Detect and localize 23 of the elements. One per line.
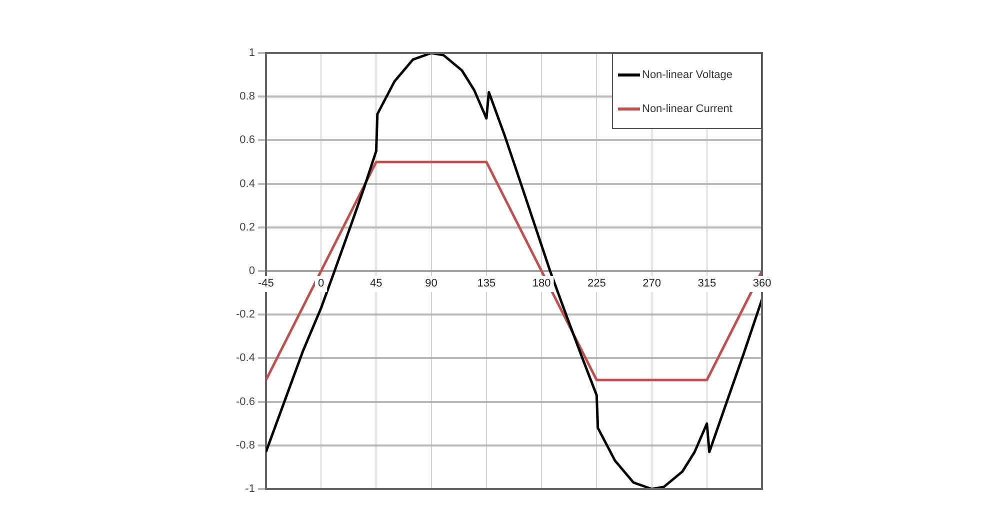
y-tick-label: -0.4 bbox=[236, 352, 255, 364]
y-tick-label: -0.2 bbox=[236, 308, 255, 321]
y-tick-label: 0.8 bbox=[240, 90, 255, 103]
y-tick-label: -0.8 bbox=[236, 439, 255, 452]
legend-label: Non-linear Voltage bbox=[642, 69, 733, 82]
x-tick-label: 180 bbox=[532, 278, 551, 290]
legend-label: Non-linear Current bbox=[642, 103, 732, 116]
y-tick-label: 0.2 bbox=[240, 221, 255, 234]
y-tick-label: -0.6 bbox=[236, 396, 255, 408]
x-tick-label: 135 bbox=[477, 278, 496, 290]
x-tick-label: -45 bbox=[258, 278, 274, 290]
x-tick-label: 90 bbox=[425, 278, 438, 290]
y-tick-label: 1 bbox=[248, 47, 255, 60]
y-tick-label: -1 bbox=[245, 483, 255, 496]
y-tick-label: 0 bbox=[248, 265, 255, 278]
x-tick-label: 0 bbox=[318, 278, 324, 290]
y-tick-label: 0.6 bbox=[240, 134, 255, 146]
x-tick-label: 315 bbox=[698, 278, 716, 290]
x-tick-label: 270 bbox=[642, 278, 661, 290]
x-tick-label: 360 bbox=[752, 278, 772, 290]
x-tick-label: 45 bbox=[370, 278, 382, 290]
y-tick-label: 0.4 bbox=[240, 178, 255, 190]
x-tick-label: 225 bbox=[587, 278, 606, 290]
